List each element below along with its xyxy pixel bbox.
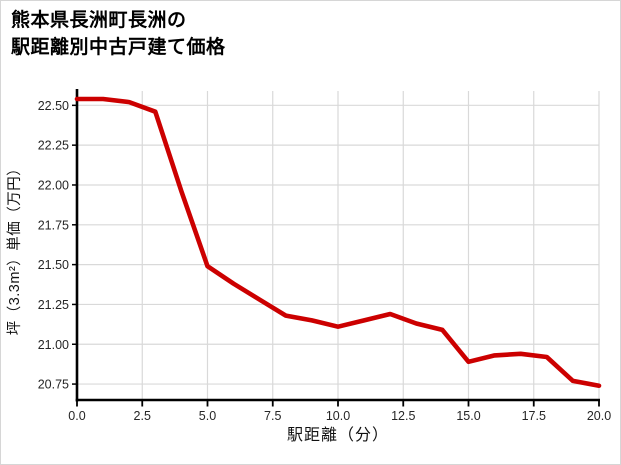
chart-title: 熊本県長洲町長洲の 駅距離別中古戸建て価格 xyxy=(11,7,226,61)
x-tick-label: 5.0 xyxy=(199,409,216,423)
x-tick-label: 2.5 xyxy=(134,409,151,423)
y-tick-label: 21.75 xyxy=(38,218,69,232)
x-tick-label: 7.5 xyxy=(264,409,281,423)
chart-title-line2: 駅距離別中古戸建て価格 xyxy=(11,37,226,58)
y-axis-label: 坪（3.3m²）単価（万円） xyxy=(7,160,23,336)
y-tick-label: 22.50 xyxy=(38,99,69,113)
x-tick-label: 10.0 xyxy=(326,409,350,423)
x-tick-label: 20.0 xyxy=(587,409,611,423)
x-tick-label: 15.0 xyxy=(456,409,480,423)
x-axis-label: 駅距離（分） xyxy=(286,427,389,444)
y-tick-label: 21.50 xyxy=(38,258,69,272)
y-tick-label: 22.00 xyxy=(38,178,69,192)
y-tick-label: 22.25 xyxy=(38,139,69,153)
y-tick-label: 20.75 xyxy=(38,378,69,392)
chart-title-line1: 熊本県長洲町長洲の xyxy=(11,10,187,31)
x-tick-label: 0.0 xyxy=(68,409,85,423)
y-tick-label: 21.00 xyxy=(38,338,69,352)
y-tick-label: 21.25 xyxy=(38,298,69,312)
x-tick-label: 12.5 xyxy=(391,409,415,423)
x-tick-label: 17.5 xyxy=(522,409,546,423)
price-line xyxy=(74,96,602,389)
